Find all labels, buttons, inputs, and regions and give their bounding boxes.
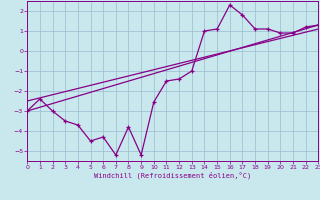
X-axis label: Windchill (Refroidissement éolien,°C): Windchill (Refroidissement éolien,°C) <box>94 172 252 179</box>
